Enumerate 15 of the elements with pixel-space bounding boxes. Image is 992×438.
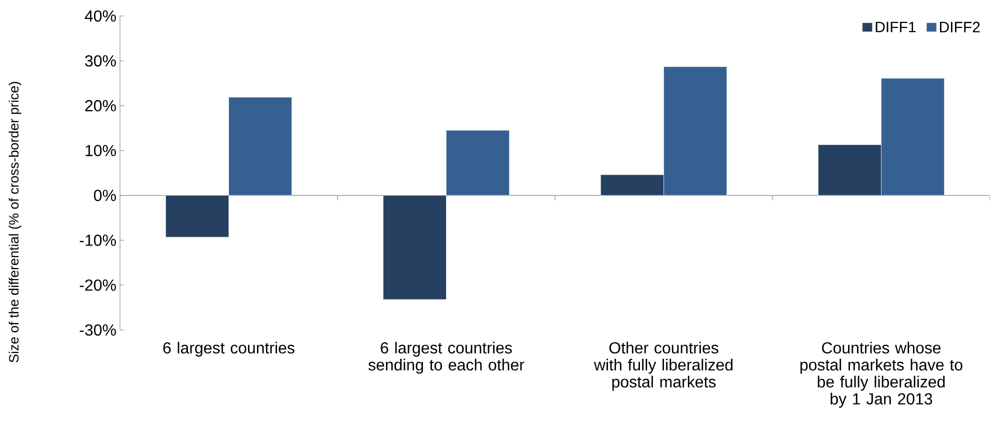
y-tick-label: -20% — [80, 279, 116, 291]
y-tick-label: 10% — [86, 144, 116, 156]
y-tick-label: 30% — [85, 55, 116, 67]
x-tick-label: 6 largest countries sending to each other — [368, 342, 524, 374]
legend-label: DIFF2 — [940, 22, 980, 32]
y-axis-title: Size of the differential (% of cross-border price) — [8, 82, 22, 362]
x-tick-label: Countries whose postal markets have to be fully liberalized by 1 Jan 2013 — [800, 342, 962, 408]
y-tick-label: 40% — [84, 10, 116, 22]
legend-label: DIFF1 — [876, 22, 916, 32]
y-tick-label: 20% — [85, 100, 116, 112]
x-tick-label: Other countries with fully liberalized postal markets — [594, 342, 732, 391]
y-tick-label: -10% — [80, 234, 116, 246]
x-tick-label: 6 largest countries — [163, 342, 294, 357]
y-tick-label: 0% — [94, 190, 116, 202]
y-tick-label: -30% — [80, 324, 116, 336]
